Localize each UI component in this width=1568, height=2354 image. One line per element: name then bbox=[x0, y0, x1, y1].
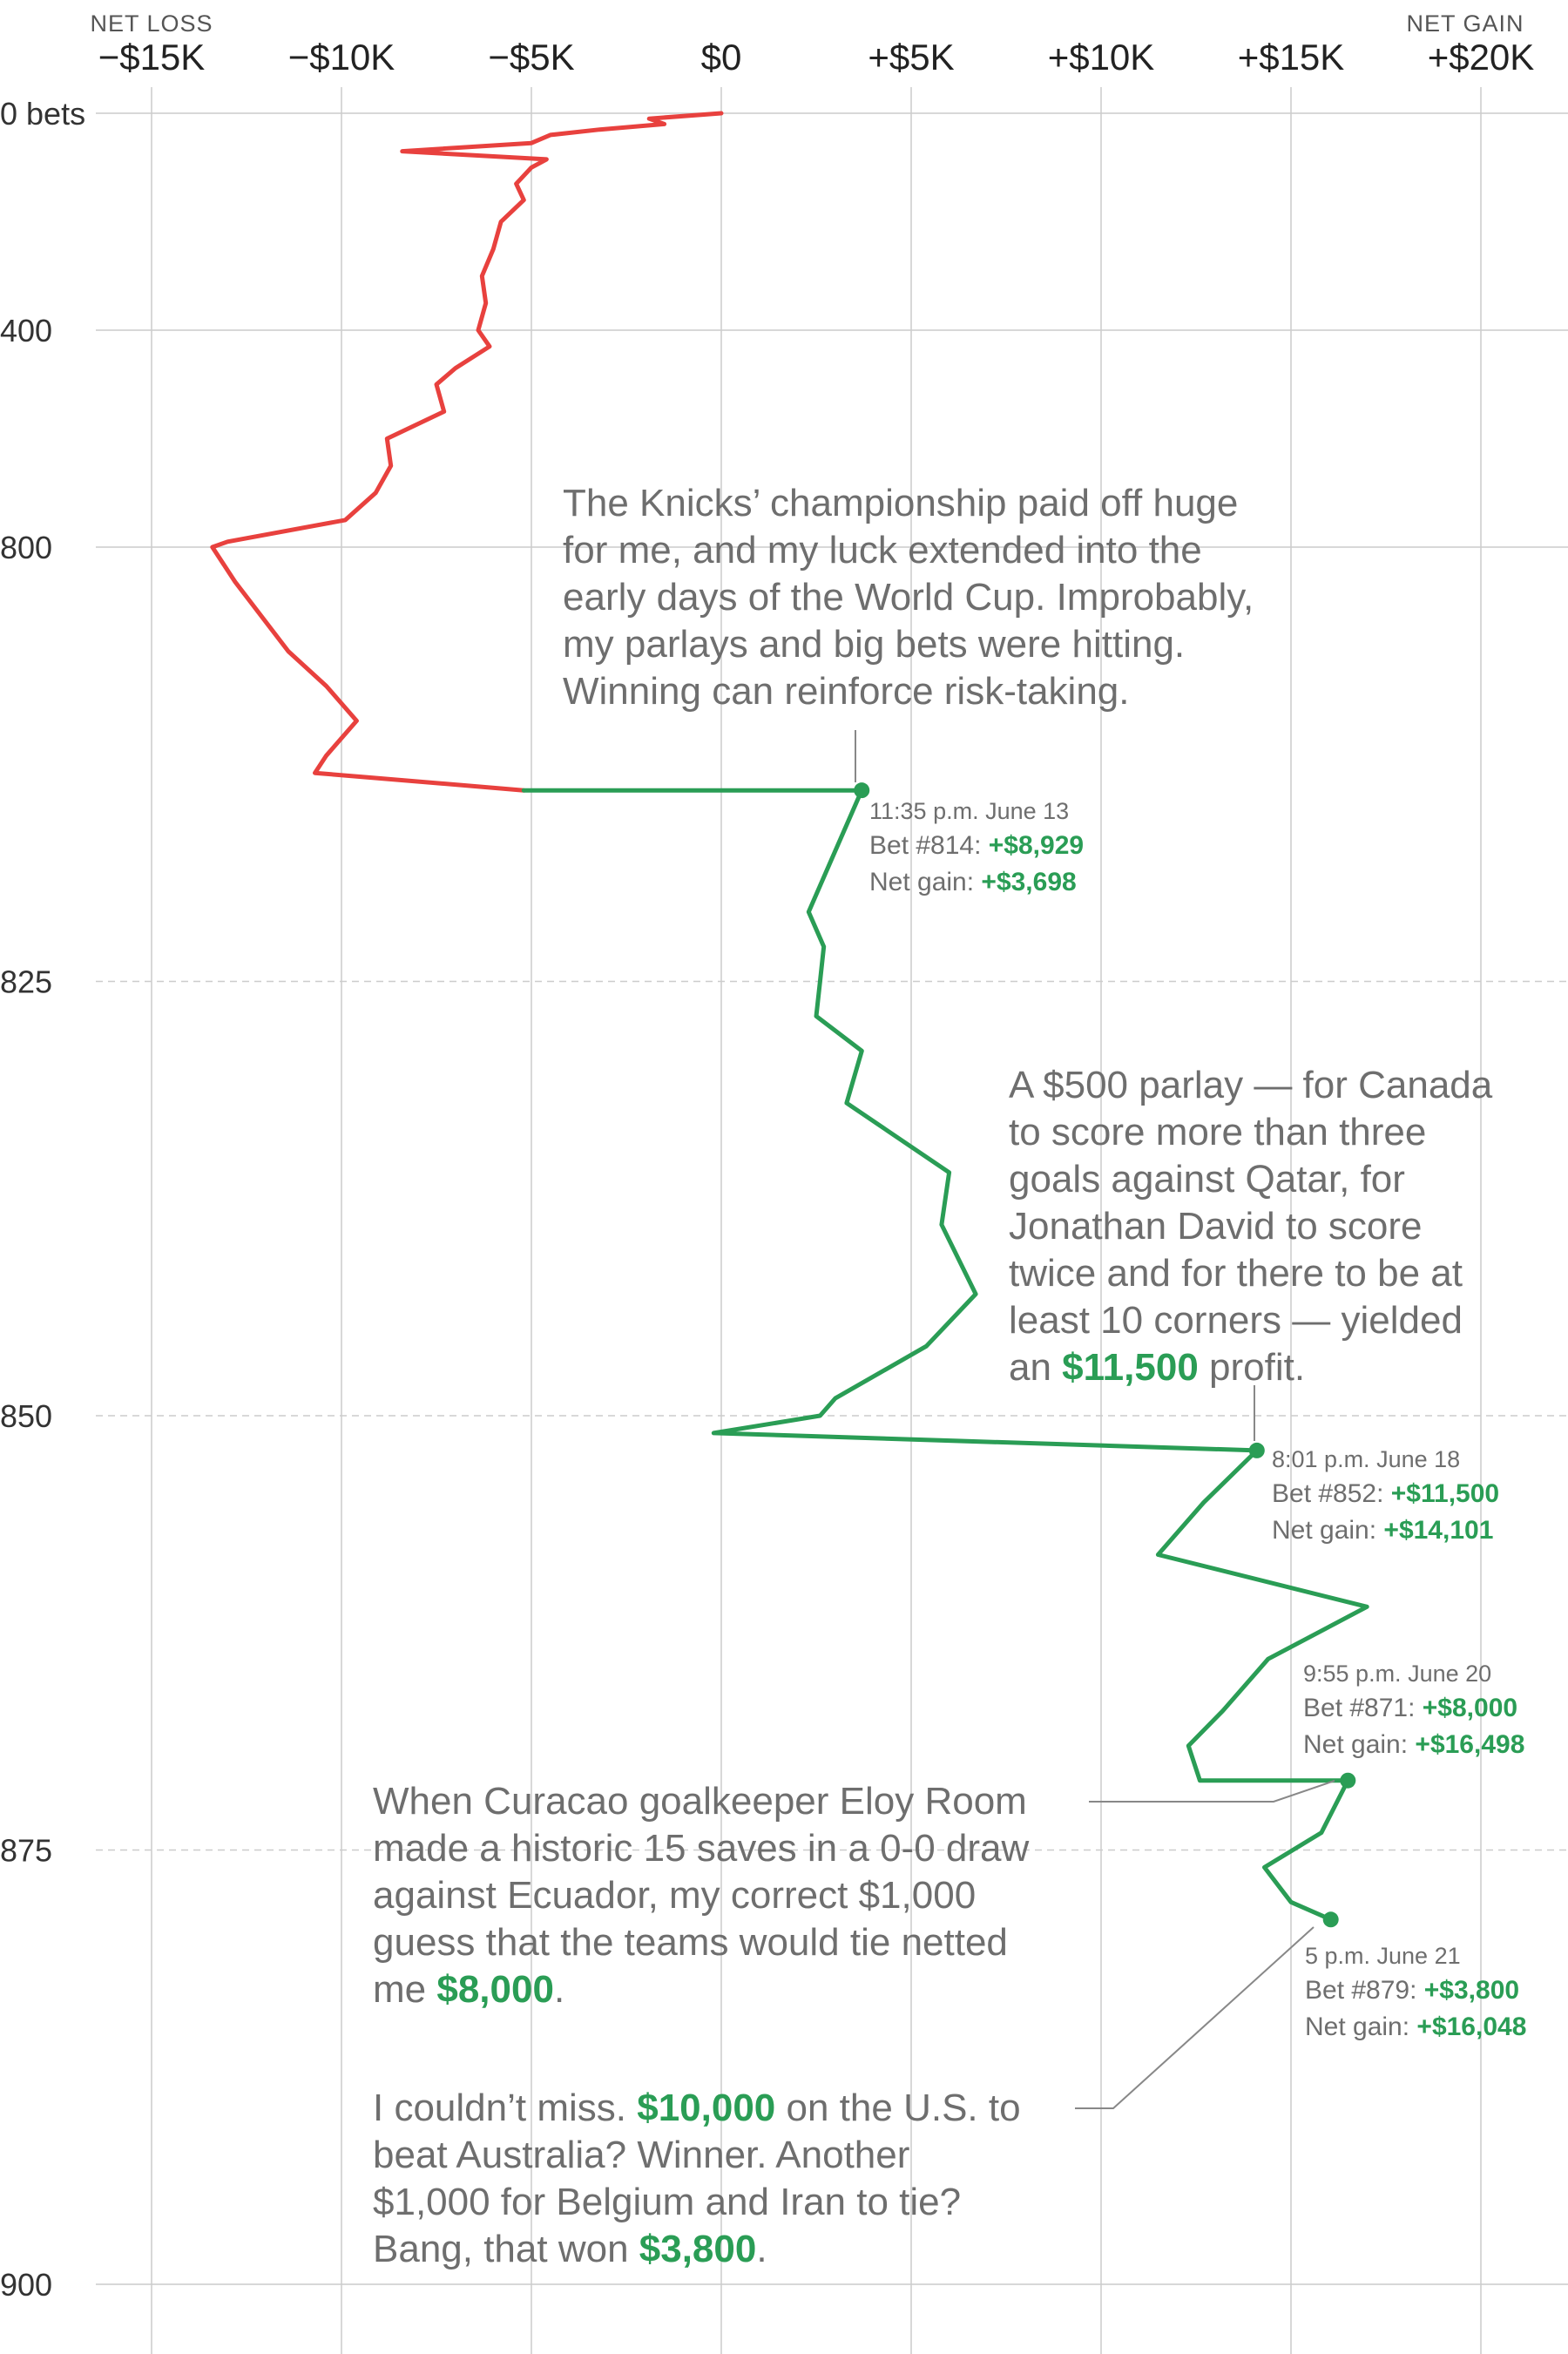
y-tick-label: 875 bbox=[0, 1833, 52, 1869]
annotation-note-line: beat Australia? Winner. Another bbox=[373, 2134, 909, 2176]
annotation-time: 9:55 p.m. June 20 bbox=[1303, 1661, 1491, 1687]
annotation-note-line: my parlays and big bets were hitting. bbox=[563, 623, 1185, 666]
annotation-note-line: for me, and my luck extended into the bbox=[563, 529, 1202, 572]
annotation-note-line: $1,000 for Belgium and Iran to tie? bbox=[373, 2181, 961, 2223]
annotation-net-value: Net gain: +$16,048 bbox=[1305, 2012, 1526, 2041]
series-lines bbox=[210, 111, 1369, 1922]
annotation-note-line: When Curacao goalkeeper Eloy Room bbox=[373, 1780, 1027, 1823]
y-tick-label: 400 bbox=[0, 313, 52, 348]
y-tick-label: 800 bbox=[0, 530, 52, 565]
gain-series-line bbox=[521, 788, 1369, 1922]
data-point-marker bbox=[1248, 1442, 1265, 1458]
x-caption-net-loss: NET LOSS bbox=[90, 10, 213, 37]
x-tick-label: −$15K bbox=[98, 37, 206, 78]
x-tick-label: +$15K bbox=[1238, 37, 1345, 78]
annotation-note-line: Bang, that won $3,800. bbox=[373, 2228, 767, 2270]
annotation-note-line: early days of the World Cup. Improbably, bbox=[563, 576, 1254, 619]
y-axis: 0 bets 400 800 825 850 875 900 bbox=[0, 96, 85, 2303]
y-tick-label: 850 bbox=[0, 1398, 52, 1434]
data-point-marker bbox=[854, 782, 870, 799]
annotation-time: 5 p.m. June 21 bbox=[1305, 1943, 1461, 1969]
x-tick-label: +$20K bbox=[1428, 37, 1535, 78]
annotation-note-line: against Ecuador, my correct $1,000 bbox=[373, 1874, 976, 1917]
annotation-bet-value: Bet #852: +$11,500 bbox=[1272, 1479, 1499, 1508]
x-axis: −$15K −$10K −$5K $0 +$5K +$10K +$15K +$20K NET L… bbox=[90, 10, 1534, 78]
annotation-bet-value: Bet #871: +$8,000 bbox=[1303, 1694, 1517, 1722]
x-caption-net-gain: NET GAIN bbox=[1406, 10, 1524, 37]
annotation-note-line: goals against Qatar, for bbox=[1009, 1158, 1405, 1201]
x-tick-label: +$5K bbox=[868, 37, 954, 78]
annotation-net-value: Net gain: +$3,698 bbox=[869, 868, 1077, 896]
x-tick-label: $0 bbox=[701, 37, 742, 78]
annotation-note-line: an $11,500 profit. bbox=[1009, 1346, 1305, 1389]
annotation-time: 8:01 p.m. June 18 bbox=[1272, 1446, 1460, 1472]
y-tick-label: 825 bbox=[0, 964, 52, 1000]
annotation-note-line: me $8,000. bbox=[373, 1968, 564, 2011]
leader-line bbox=[1089, 1780, 1335, 1803]
annotation-note-line: twice and for there to be at bbox=[1009, 1252, 1463, 1295]
annotation-time: 11:35 p.m. June 13 bbox=[869, 798, 1069, 824]
annotation-note-line: least 10 corners — yielded bbox=[1009, 1299, 1463, 1342]
grid bbox=[96, 87, 1568, 2354]
annotation-note-line: The Knicks’ championship paid off huge bbox=[563, 482, 1238, 524]
annotation-note-line: I couldn’t miss. $10,000 on the U.S. to bbox=[373, 2087, 1021, 2129]
x-tick-label: +$10K bbox=[1048, 37, 1155, 78]
data-point-marker bbox=[1322, 1911, 1339, 1928]
leader-line bbox=[1075, 1926, 1315, 2109]
annotation-net-value: Net gain: +$16,498 bbox=[1303, 1730, 1524, 1759]
annotation-note-line: Winning can reinforce risk-taking. bbox=[563, 670, 1129, 713]
y-tick-label: 900 bbox=[0, 2267, 52, 2303]
annotation-note-line: made a historic 15 saves in a 0-0 draw bbox=[373, 1827, 1029, 1870]
x-tick-label: −$5K bbox=[488, 37, 574, 78]
y-tick-label: 0 bets bbox=[0, 96, 85, 132]
annotations: 11:35 p.m. June 13 Bet #814: +$8,929 Net g… bbox=[373, 482, 1526, 2270]
annotation-bet-value: Bet #814: +$8,929 bbox=[869, 831, 1084, 860]
x-tick-label: −$10K bbox=[288, 37, 395, 78]
annotation-note-line: A $500 parlay — for Canada bbox=[1009, 1064, 1493, 1106]
annotation-note-line: to score more than three bbox=[1009, 1111, 1426, 1153]
annotation-note-line: Jonathan David to score bbox=[1009, 1205, 1423, 1248]
annotation-bet-value: Bet #879: +$3,800 bbox=[1305, 1976, 1519, 2005]
annotation-note-line: guess that the teams would tie netted bbox=[373, 1921, 1008, 1964]
annotation-net-value: Net gain: +$14,101 bbox=[1272, 1516, 1493, 1545]
loss-series-line bbox=[210, 111, 724, 793]
data-point-marker bbox=[1340, 1772, 1356, 1789]
